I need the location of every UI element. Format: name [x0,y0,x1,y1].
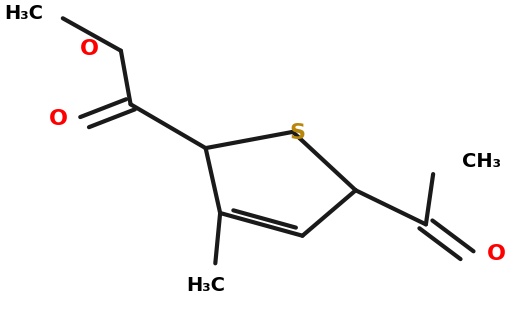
Text: H₃C: H₃C [186,276,225,295]
Text: O: O [49,109,68,129]
Text: S: S [290,124,306,143]
Text: O: O [486,244,505,264]
Text: H₃C: H₃C [5,4,44,23]
Text: O: O [80,39,99,59]
Text: CH₃: CH₃ [462,152,501,171]
